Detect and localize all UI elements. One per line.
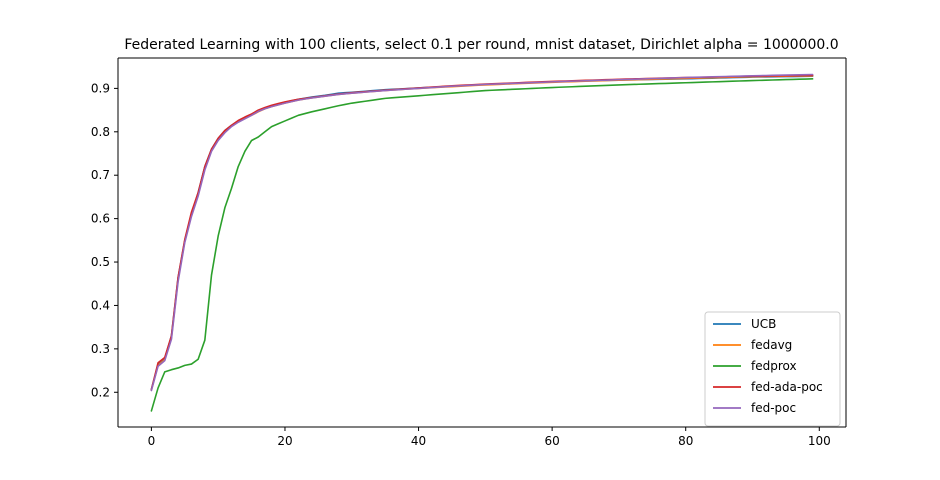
chart-title: Federated Learning with 100 clients, sel… [124, 37, 838, 53]
y-tick-label: 0.6 [91, 212, 110, 226]
x-axis-ticks: 0 20 40 60 80 100 [148, 427, 831, 448]
x-tick-label: 60 [544, 434, 559, 448]
x-tick-label: 40 [411, 434, 426, 448]
legend-label-fed-ada-poc: fed-ada-poc [751, 380, 823, 394]
y-tick-label: 0.2 [91, 385, 110, 399]
x-tick-label: 100 [808, 434, 831, 448]
x-tick-label: 80 [678, 434, 693, 448]
x-tick-label: 20 [277, 434, 292, 448]
legend-box [704, 311, 841, 427]
y-tick-label: 0.5 [91, 255, 110, 269]
y-tick-label: 0.8 [91, 125, 110, 139]
series-line-fed-poc [150, 73, 814, 392]
plot-area: 0 20 40 60 80 100 0.2 0.3 0.4 0.5 0.6 0.7 0.8 0.9 UCB f… [91, 57, 847, 448]
x-tick-label: 0 [148, 434, 156, 448]
series-group [150, 73, 814, 412]
y-axis-ticks: 0.2 0.3 0.4 0.5 0.6 0.7 0.8 0.9 [91, 81, 118, 399]
y-tick-label: 0.9 [91, 81, 110, 95]
legend-label-ucb: UCB [751, 317, 776, 331]
y-tick-label: 0.3 [91, 342, 110, 356]
series-line-fedprox [150, 78, 814, 412]
axes-spines [117, 57, 847, 428]
legend-label-fedavg: fedavg [751, 338, 792, 352]
legend: UCB fedavg fedprox fed-ada-poc fed-poc [704, 311, 841, 427]
legend-label-fedprox: fedprox [751, 359, 797, 373]
legend-label-fed-poc: fed-poc [751, 401, 796, 415]
y-tick-label: 0.7 [91, 168, 110, 182]
y-tick-label: 0.4 [91, 298, 110, 312]
